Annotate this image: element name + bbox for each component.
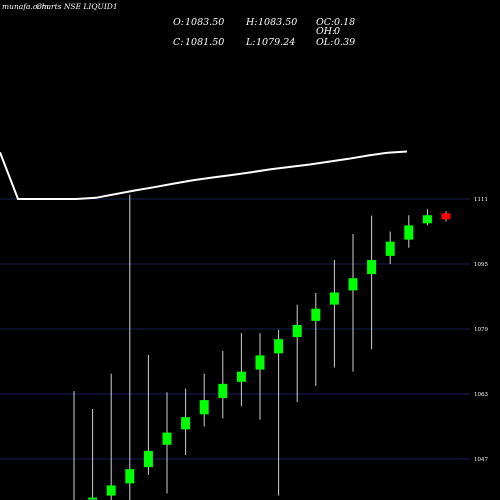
candle-body-2 <box>106 485 116 496</box>
ohlc-value-oh: 0 <box>334 26 340 37</box>
candle-body-11 <box>274 339 284 354</box>
candle-body-7 <box>199 400 209 415</box>
y-tick-label-1079: 1079 <box>474 327 488 333</box>
ohlc-label-low: L: <box>245 37 256 48</box>
candle-16 <box>367 215 377 350</box>
candle-10 <box>255 333 265 420</box>
candle-5 <box>162 392 172 494</box>
y-axis-tick-labels: 1111 1095 1079 1063 1047 <box>474 197 488 463</box>
candle-body-13 <box>311 308 321 321</box>
grid-lines <box>0 198 470 460</box>
candle-20 <box>441 211 451 222</box>
candle-body-10 <box>255 355 265 370</box>
price-line <box>0 150 408 200</box>
ohlc-value-close: 1081.50 <box>185 37 224 48</box>
candle-8 <box>218 350 228 419</box>
y-tick-label-1095: 1095 <box>474 262 488 268</box>
watermark: munafa.com <box>2 2 49 11</box>
ohlc-label-open: O: <box>173 17 184 28</box>
candle-body-5 <box>162 432 172 445</box>
candle-15 <box>348 233 358 372</box>
ohlc-label-ol: OL: <box>316 37 333 48</box>
candle-body-3 <box>125 469 135 484</box>
candle-body-15 <box>348 278 358 291</box>
ohlc-value-ol: 0.39 <box>334 37 355 48</box>
ohlc-label-oc: OC: <box>316 17 334 28</box>
candle-body-4 <box>143 450 153 468</box>
ohlc-label-high: H: <box>245 17 258 28</box>
candle-body-20 <box>441 213 451 220</box>
candle-body-8 <box>218 383 228 399</box>
candle-body-17 <box>385 241 395 256</box>
candle-body-16 <box>367 259 377 275</box>
candle-4 <box>143 355 153 475</box>
candle-9 <box>236 333 246 407</box>
candle-body-14 <box>329 292 339 305</box>
y-tick-label-1063: 1063 <box>474 392 488 398</box>
candle-7 <box>199 373 209 427</box>
y-tick-label-1047: 1047 <box>474 457 488 463</box>
ohlc-label-close: C: <box>173 37 183 48</box>
chart-title: Charts NSE LIQUID1 <box>36 2 118 11</box>
candle-2 <box>106 373 116 500</box>
candle-0 <box>73 391 75 500</box>
ohlc-label-oh: OH: <box>316 26 335 37</box>
candle-body-19 <box>422 215 432 224</box>
candle-13 <box>311 292 321 386</box>
candles <box>73 194 451 500</box>
ohlc-value-open: 1083.50 <box>185 17 224 28</box>
ohlc-value-oc: 0.18 <box>334 17 355 28</box>
candle-11 <box>274 329 284 496</box>
candle-18 <box>404 215 414 248</box>
candle-17 <box>385 231 395 264</box>
candle-body-6 <box>181 417 191 430</box>
candle-3 <box>125 194 135 500</box>
candle-body-1 <box>88 497 98 500</box>
price-line-overlay <box>0 150 408 200</box>
candle-body-18 <box>404 225 414 240</box>
candle-6 <box>181 388 191 455</box>
y-tick-label-1111: 1111 <box>474 197 488 203</box>
candle-body-9 <box>236 371 246 382</box>
ohlc-value-high: 1083.50 <box>258 17 297 28</box>
candle-body-12 <box>292 324 302 338</box>
candle-14 <box>329 259 339 368</box>
candle-19 <box>422 209 432 226</box>
ohlc-value-low: 1079.24 <box>256 37 295 48</box>
candle-12 <box>292 304 302 403</box>
ohlc-readout: O: 1083.50 H: 1083.50 OC: 0.18 C: 1081.5… <box>173 17 355 48</box>
candle-1 <box>88 409 98 500</box>
